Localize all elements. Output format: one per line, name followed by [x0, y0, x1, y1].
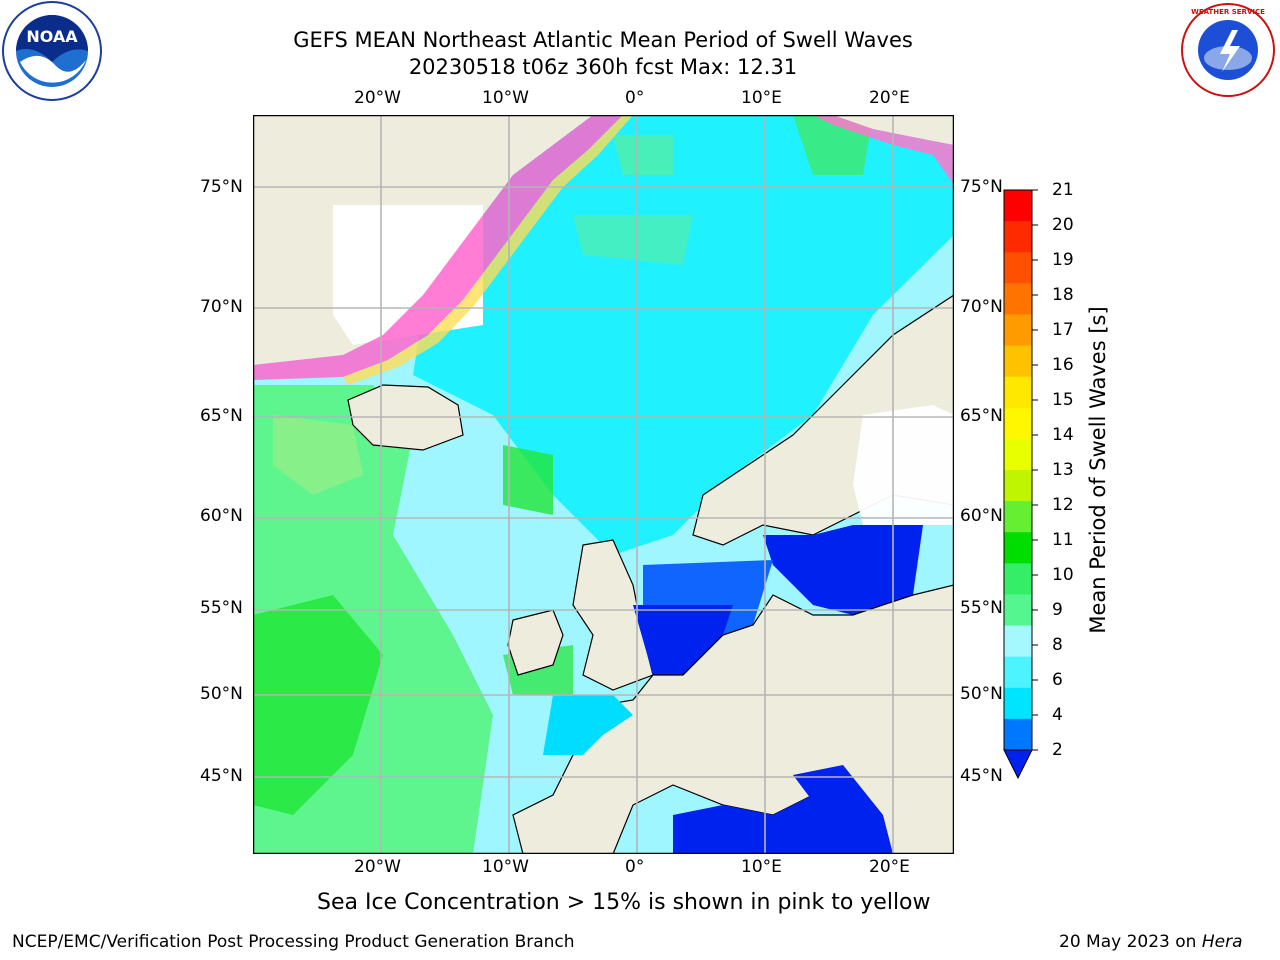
- colorbar-segment: [1004, 283, 1032, 315]
- lon-label-bottom: 20°W: [354, 857, 401, 877]
- colorbar-segment: [1004, 501, 1032, 533]
- colorbar-segment: [1004, 345, 1032, 378]
- colorbar-segment: [1004, 687, 1032, 720]
- lon-label-bottom: 0°: [625, 857, 645, 877]
- lat-label-left: 45°N: [200, 766, 243, 786]
- colorbar-segment: [1004, 563, 1032, 595]
- great-britain: [572, 539, 654, 691]
- chart-title-line1: GEFS MEAN Northeast Atlantic Mean Period…: [293, 28, 913, 52]
- baltic-sea: [763, 525, 923, 615]
- colorbar-tick-label: 6: [1052, 670, 1063, 690]
- credit-text: NCEP/EMC/Verification Post Processing Pr…: [12, 932, 575, 952]
- colorbar-tick-label: 16: [1052, 355, 1074, 375]
- lat-label-right: 45°N: [960, 766, 1003, 786]
- colorbar-label: Mean Period of Swell Waves [s]: [1086, 306, 1110, 634]
- lon-label-bottom: 10°E: [741, 857, 782, 877]
- colorbar-segment: [1004, 252, 1032, 284]
- noaa-logo-text: NOAA: [26, 27, 78, 46]
- lat-label-left: 75°N: [200, 177, 243, 197]
- lat-label-right: 50°N: [960, 684, 1003, 704]
- colorbar-tick-label: 18: [1052, 285, 1074, 305]
- lat-label-right: 65°N: [960, 406, 1003, 426]
- colorbar-tick-label: 9: [1052, 600, 1063, 620]
- colorbar-segment: [1004, 376, 1032, 409]
- cyan-zone: [413, 115, 954, 555]
- lat-label-left: 60°N: [200, 506, 243, 526]
- colorbar-under-arrow: [1003, 749, 1033, 780]
- colorbar-tick-label: 10: [1052, 565, 1074, 585]
- colorbar-segment: [1004, 407, 1032, 440]
- chart-title-line2: 20230518 t06z 360h fcst Max: 12.31: [408, 55, 798, 79]
- colorbar-tick-label: 4: [1052, 705, 1063, 725]
- lon-label-bottom: 10°W: [482, 857, 529, 877]
- colorbar-tick-label: 14: [1052, 425, 1074, 445]
- date-text: 20 May 2023 on Hera: [1059, 932, 1243, 952]
- date-prefix: 20 May 2023 on: [1059, 932, 1202, 952]
- colorbar-segment: [1004, 314, 1032, 347]
- colorbar-tick-label: 11: [1052, 530, 1074, 550]
- colorbar-tick-label: 19: [1052, 250, 1074, 270]
- colorbar-segment: [1004, 594, 1032, 627]
- lon-label-top: 20°W: [354, 88, 401, 108]
- lon-label-top: 10°E: [741, 88, 782, 108]
- lat-label-left: 65°N: [200, 406, 243, 426]
- lat-label-left: 50°N: [200, 684, 243, 704]
- lat-label-left: 70°N: [200, 297, 243, 317]
- nws-logo: WEATHER SERVICE: [1180, 2, 1276, 98]
- colorbar-segment: [1004, 718, 1032, 751]
- lon-label-bottom: 20°E: [869, 857, 910, 877]
- colorbar-segment: [1004, 532, 1032, 564]
- swell-period-map: [253, 115, 954, 854]
- colorbar-tick-label: 13: [1052, 460, 1074, 480]
- lon-label-top: 0°: [625, 88, 645, 108]
- noaa-logo: NOAA: [0, 0, 104, 102]
- colorbar: [1000, 186, 1060, 786]
- svg-text:WEATHER SERVICE: WEATHER SERVICE: [1191, 8, 1265, 16]
- lon-label-top: 10°W: [482, 88, 529, 108]
- machine-name: Hera: [1201, 932, 1243, 952]
- colorbar-tick-label: 17: [1052, 320, 1074, 340]
- colorbar-tick-label: 21: [1052, 180, 1074, 200]
- sea-ice-note: Sea Ice Concentration > 15% is shown in …: [317, 890, 931, 915]
- colorbar-segment: [1004, 190, 1032, 222]
- lat-label-right: 60°N: [960, 506, 1003, 526]
- colorbar-tick-labels: 21 20 19 18 17 16 15 14 13 12 11 10 9 8 6 4 2: [1052, 178, 1092, 768]
- colorbar-segment: [1004, 625, 1032, 658]
- lon-label-top: 20°E: [869, 88, 910, 108]
- colorbar-segment: [1004, 470, 1032, 502]
- lat-label-right: 55°N: [960, 598, 1003, 618]
- lat-label-right: 70°N: [960, 297, 1003, 317]
- colorbar-segment: [1004, 438, 1032, 471]
- colorbar-tick-label: 15: [1052, 390, 1074, 410]
- colorbar-segment: [1004, 656, 1032, 689]
- sea-ice-edge: [253, 115, 623, 380]
- colorbar-segment: [1004, 221, 1032, 253]
- lat-label-left: 55°N: [200, 598, 243, 618]
- lat-label-right: 75°N: [960, 177, 1003, 197]
- graticule: [253, 115, 954, 854]
- colorbar-tick-label: 12: [1052, 495, 1074, 515]
- colorbar-tick-label: 20: [1052, 215, 1074, 235]
- colorbar-tick-label: 8: [1052, 635, 1063, 655]
- colorbar-tick-label: 2: [1052, 740, 1063, 760]
